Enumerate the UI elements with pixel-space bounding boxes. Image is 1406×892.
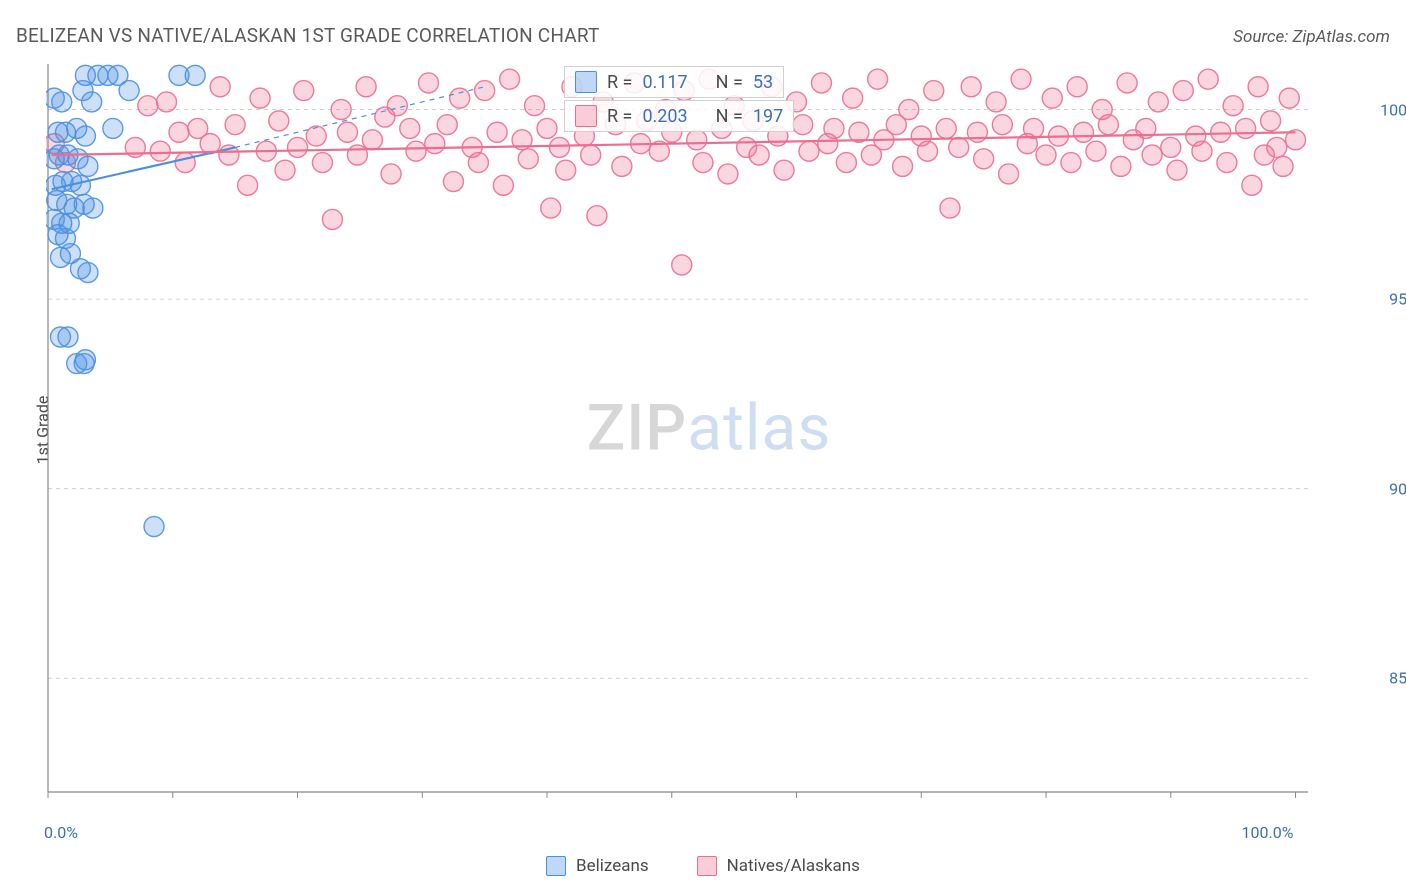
legend-label-0: Belizeans [576,856,649,876]
chart-title: BELIZEAN VS NATIVE/ALASKAN 1ST GRADE COR… [16,24,600,47]
y-tick-label: 95.0% [1389,290,1406,309]
stat-r-label: R = [607,72,632,93]
stat-r-label: R = [607,106,632,127]
stat-n-value-0: 53 [753,72,773,93]
stat-r-value-0: 0.117 [642,72,687,93]
chart-frame: BELIZEAN VS NATIVE/ALASKAN 1ST GRADE COR… [0,0,1406,892]
legend-swatch-0 [546,856,566,876]
stat-swatch-0 [575,71,597,93]
legend-item-1: Natives/Alaskans [697,856,860,876]
stat-box-series-0: R = 0.117 N = 53 [564,66,784,98]
source-attribution: Source: ZipAtlas.com [1233,27,1390,47]
legend-item-0: Belizeans [546,856,649,876]
stat-n-label: N = [716,72,743,93]
header: BELIZEAN VS NATIVE/ALASKAN 1ST GRADE COR… [16,24,1390,47]
stat-n-label: N = [716,106,743,127]
legend-label-1: Natives/Alaskans [727,856,860,876]
stat-swatch-1 [575,105,597,127]
legend: Belizeans Natives/Alaskans [0,856,1406,876]
stat-r-value-1: 0.203 [642,106,687,127]
plot-area: ZIPatlas 85.0%90.0%95.0%100.0% 0.0%100.0… [46,58,1372,798]
scatter-plot-svg [46,58,1372,798]
legend-swatch-1 [697,856,717,876]
y-tick-label: 90.0% [1389,479,1406,498]
y-tick-label: 100.0% [1380,100,1406,119]
y-tick-label: 85.0% [1389,669,1406,688]
x-tick-label: 0.0% [44,823,78,842]
stat-box-series-1: R = 0.203 N = 197 [564,100,794,132]
stat-n-value-1: 197 [753,106,783,127]
x-tick-label: 100.0% [1242,823,1294,842]
